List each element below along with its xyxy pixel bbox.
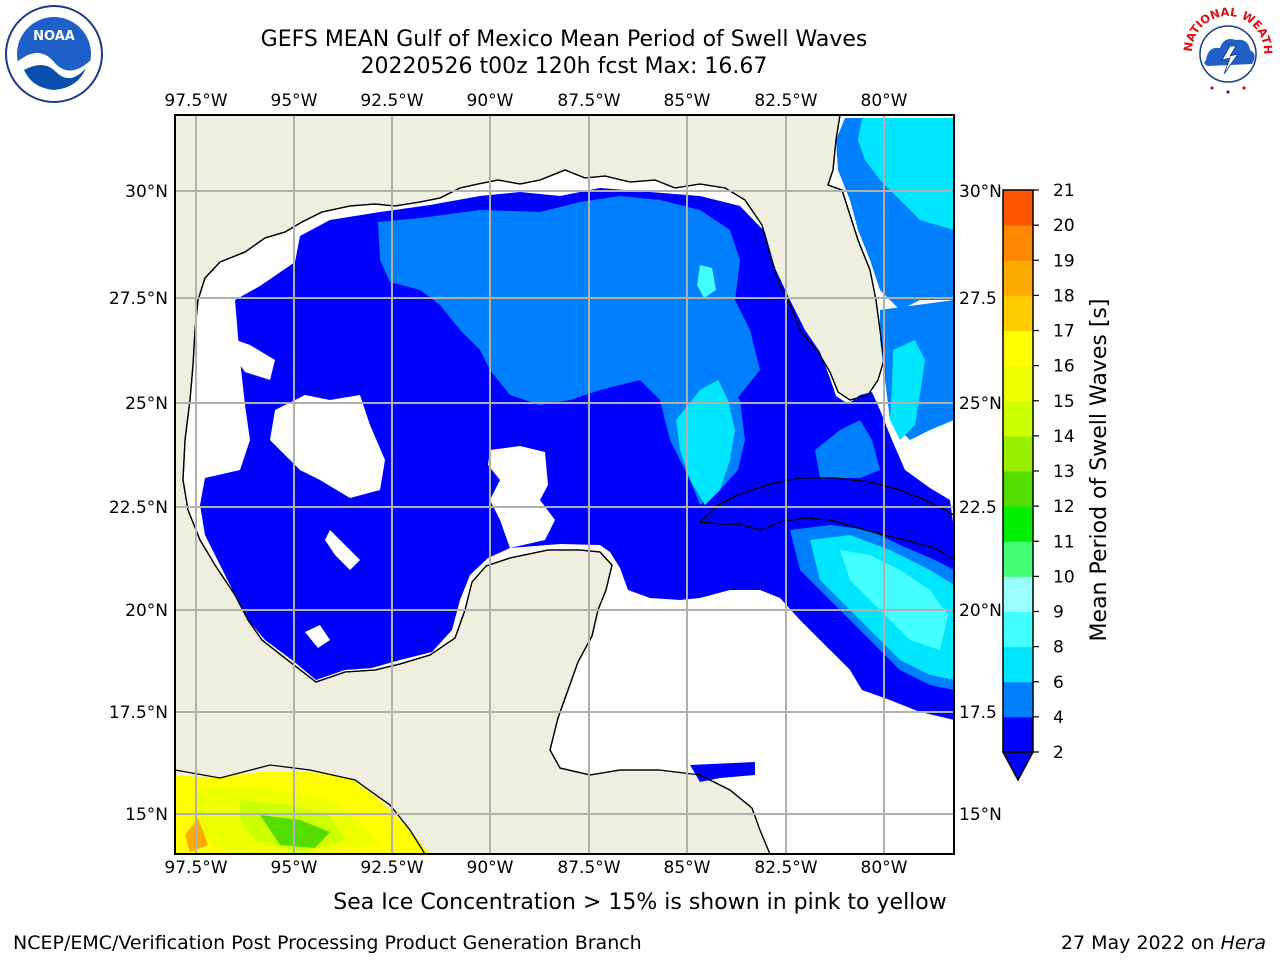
colorbar-band: [1003, 400, 1033, 437]
nws-logo-icon: NATIONAL WEATHER SERVICE: [1178, 2, 1275, 99]
lon-label-top: 97.5°W: [164, 91, 227, 111]
map-frame: [174, 114, 955, 855]
lat-label-right: 30°N: [959, 182, 1002, 202]
lon-label-bottom: 95°W: [271, 858, 318, 878]
lon-label-top: 82.5°W: [754, 91, 817, 111]
lon-label-top: 80°W: [861, 91, 908, 111]
lon-label-bottom: 82.5°W: [754, 858, 817, 878]
colorbar-tick-label: 9: [1053, 603, 1064, 623]
colorbar-tick-label: 11: [1053, 532, 1075, 552]
lon-labels-top: 97.5°W 95°W 92.5°W 90°W 87.5°W 85°W 82.5°W 80°W: [164, 91, 907, 111]
colorbar-tick-label: 12: [1053, 497, 1075, 517]
colorbar-label: Mean Period of Swell Waves [s]: [1087, 299, 1112, 642]
lon-label-top: 92.5°W: [360, 91, 423, 111]
lat-label-right: 17.5: [959, 703, 997, 723]
colorbar-band: [1003, 260, 1033, 296]
lon-label-top: 90°W: [467, 91, 514, 111]
noaa-logo-icon: NOAA: [5, 5, 103, 103]
lat-label-left: 20°N: [125, 601, 168, 621]
footer-host: Hera: [1220, 932, 1266, 954]
lat-label-right: 15°N: [959, 805, 1002, 825]
lon-label-bottom: 90°W: [467, 858, 514, 878]
colorbar-band: [1003, 225, 1033, 261]
colorbar-tick-label: 6: [1053, 673, 1064, 693]
caption: Sea Ice Concentration > 15% is shown in …: [333, 890, 947, 915]
colorbar-band: [1003, 716, 1033, 753]
noaa-logo-text: NOAA: [33, 29, 75, 44]
colorbar-tick-label: 4: [1053, 708, 1064, 728]
colorbar-band: [1003, 541, 1033, 577]
colorbar-band: [1003, 295, 1033, 331]
colorbar: 2 4 6 8 9 10 11 12 13 14 15 16 17 18 19 20 21: [1001, 181, 1075, 782]
colorbar-band: [1003, 506, 1033, 542]
coastline: [182, 115, 885, 854]
footer-date: 27 May 2022 on: [1060, 932, 1221, 954]
colorbar-tick-label: 13: [1053, 462, 1075, 482]
colorbar-band: [1003, 190, 1033, 226]
lon-label-top: 87.5°W: [557, 91, 620, 111]
colorbar-tick-label: 2: [1053, 743, 1064, 763]
lat-label-left: 22.5°N: [109, 498, 168, 518]
footer-right: 27 May 2022 on Hera: [1061, 932, 1266, 954]
colorbar-tick-label: 8: [1053, 638, 1064, 658]
colorbar-tick-label: 21: [1053, 181, 1075, 201]
lat-label-right: 27.5: [959, 289, 997, 309]
colorbar-tick-label: 16: [1053, 357, 1075, 377]
colorbar-tick-label: 18: [1053, 286, 1075, 306]
lon-label-top: 95°W: [271, 91, 318, 111]
colorbar-tick-label: 15: [1053, 392, 1075, 412]
chart-title: GEFS MEAN Gulf of Mexico Mean Period of …: [260, 27, 868, 52]
lat-label-right: 20°N: [959, 601, 1002, 621]
footer-left: NCEP/EMC/Verification Post Processing Pr…: [13, 932, 642, 954]
colorbar-tick-label: 17: [1053, 322, 1075, 342]
lat-labels-left: 30°N 27.5°N 25°N 22.5°N 20°N 17.5°N 15°N: [109, 182, 168, 825]
colorbar-band: [1003, 576, 1033, 612]
lon-label-bottom: 92.5°W: [360, 858, 423, 878]
colorbar-band: [1003, 365, 1033, 402]
lat-label-left: 15°N: [125, 805, 168, 825]
lon-label-bottom: 80°W: [861, 858, 908, 878]
chart-subtitle: 20220526 t00z 120h fcst Max: 16.67: [360, 54, 768, 79]
lat-label-left: 25°N: [125, 394, 168, 414]
lat-label-left: 30°N: [125, 182, 168, 202]
lon-label-top: 85°W: [664, 91, 711, 111]
colorbar-tick-label: 10: [1053, 567, 1075, 587]
lon-label-bottom: 87.5°W: [557, 858, 620, 878]
colorbar-band: [1003, 330, 1033, 367]
swell-period-field: [200, 118, 954, 854]
lon-label-bottom: 85°W: [664, 858, 711, 878]
colorbar-tick-label: 14: [1053, 427, 1075, 447]
lat-label-right: 25°N: [959, 394, 1002, 414]
colorbar-tick-label: 19: [1053, 251, 1075, 271]
pacific-coastline: [175, 764, 426, 854]
gridlines: [175, 115, 954, 854]
lat-label-left: 17.5°N: [109, 703, 168, 723]
colorbar-band: [1003, 611, 1033, 648]
colorbar-band: [1003, 435, 1033, 472]
lon-label-bottom: 97.5°W: [164, 858, 227, 878]
lat-label-right: 22.5: [959, 498, 997, 518]
colorbar-band: [1003, 681, 1033, 718]
colorbar-band: [1003, 646, 1033, 683]
lon-labels-bottom: 97.5°W 95°W 92.5°W 90°W 87.5°W 85°W 82.5°W 80°W: [164, 858, 907, 878]
cuba-coastline: [699, 477, 954, 561]
colorbar-extend-arrow: [1001, 751, 1035, 782]
lat-labels-right: 30°N 27.5 25°N 22.5 20°N 17.5 15°N: [959, 182, 1002, 825]
lat-label-left: 27.5°N: [109, 289, 168, 309]
colorbar-band: [1003, 471, 1033, 507]
colorbar-tick-label: 20: [1053, 216, 1075, 236]
